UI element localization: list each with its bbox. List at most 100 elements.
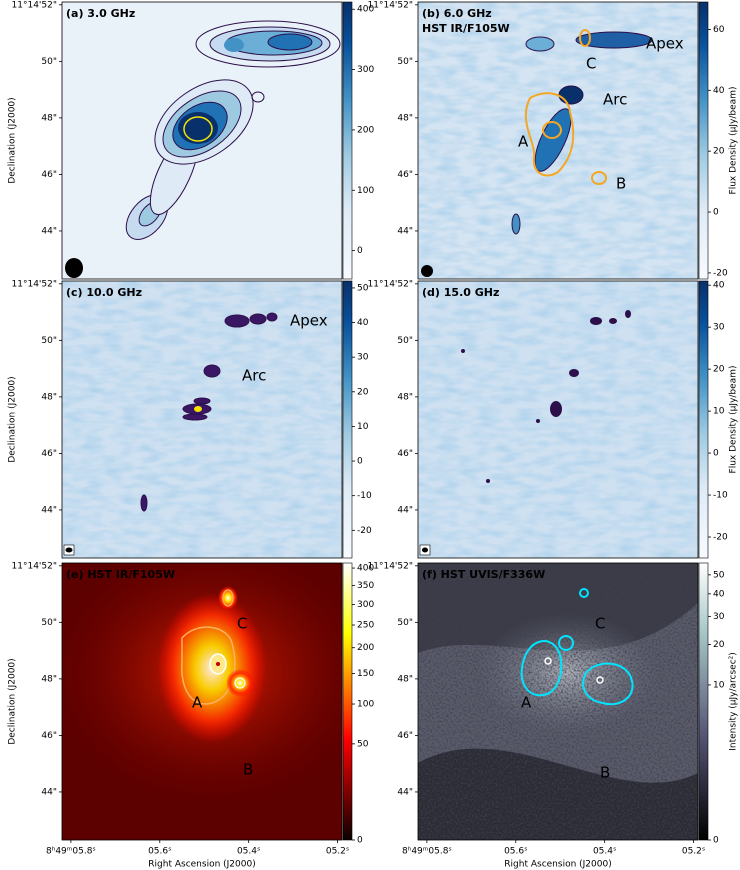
colorbar-tick-label: 10	[357, 422, 369, 432]
colorbar-tick-label: 40	[713, 86, 725, 96]
x-tick-label: 8ʰ49ᵐ05.8ˢ	[402, 847, 452, 857]
emission	[536, 419, 540, 423]
colorbar-title: Flux Density (μJy/beam)	[729, 366, 739, 474]
y-tick-label: 11°14'52"	[12, 279, 57, 289]
x-tick-label: 05.2ˢ	[326, 847, 349, 857]
y-tick-label: 50"	[397, 336, 413, 346]
contour	[183, 116, 213, 142]
overlay-label: HST IR/F105W	[422, 22, 510, 35]
colorbar-tick-label: 400	[357, 5, 374, 15]
x-tick-label: 05.6ˢ	[504, 847, 527, 857]
panel-label: (b) 6.0 GHz	[422, 7, 492, 20]
emission	[266, 312, 278, 322]
annotation: C	[237, 615, 247, 633]
x-tick-label: 05.4ˢ	[593, 847, 616, 857]
colorbar-tick-label: 200	[357, 125, 374, 135]
colorbar-tick-label: 400	[357, 564, 374, 574]
y-tick-label: 46"	[41, 731, 57, 741]
contour	[520, 640, 563, 697]
emission	[625, 310, 631, 318]
y-axis-title: Declination (J2000)	[8, 376, 18, 462]
y-tick-label: 48"	[41, 674, 57, 684]
y-tick-label: 11°14'52"	[368, 0, 413, 10]
source	[218, 586, 238, 610]
colorbar-tick-label: 150	[357, 669, 374, 679]
y-tick-label: 50"	[397, 57, 413, 67]
emission	[575, 31, 653, 49]
emission	[550, 401, 562, 417]
y-tick-label: 48"	[397, 392, 413, 402]
y-tick-label: 46"	[41, 449, 57, 459]
colorbar	[342, 1, 353, 280]
annotation: Arc	[242, 367, 266, 385]
colorbar-tick-label: 50	[357, 283, 369, 293]
y-tick-label: 44"	[397, 226, 413, 236]
annotation: Apex	[290, 312, 328, 330]
colorbar-tick-label: 40	[713, 589, 725, 599]
annotation: C	[595, 615, 605, 633]
colorbar-tick-label: 100	[357, 700, 374, 710]
y-tick-label: 48"	[397, 113, 413, 123]
colorbar-tick-label: 20	[357, 387, 369, 397]
contour	[579, 588, 589, 598]
emission	[182, 413, 208, 421]
image-panel	[418, 2, 698, 279]
y-tick-label: 50"	[41, 57, 57, 67]
contour	[194, 406, 202, 412]
colorbar-tick-label: -20	[357, 526, 372, 536]
optical-contour	[591, 171, 607, 185]
colorbar-tick-label: -10	[713, 491, 728, 501]
beam	[65, 547, 73, 553]
panel-frame	[61, 280, 343, 559]
annotation: Apex	[646, 35, 684, 53]
colorbar-tick-label: 30	[713, 612, 725, 622]
y-axis-title: Declination (J2000)	[8, 97, 18, 183]
colorbar-tick-label: -10	[357, 491, 372, 501]
y-tick-label: 11°14'52"	[368, 561, 413, 571]
colorbar-tick-label: 0	[713, 449, 719, 459]
panel-frame	[417, 562, 699, 841]
colorbar-tick-label: 0	[357, 836, 363, 846]
colorbar-tick-label: 0	[357, 246, 363, 256]
contour	[234, 677, 246, 689]
annotation: C	[586, 55, 596, 73]
emission	[140, 494, 148, 512]
emission	[461, 349, 465, 353]
x-axis-title: Right Ascension (J2000)	[504, 860, 611, 870]
y-tick-label: 44"	[397, 787, 413, 797]
emission	[224, 314, 250, 328]
panel-frame	[417, 280, 699, 559]
colorbar-title: Flux Density (μJy/beam)	[729, 87, 739, 195]
panel-label: (d) 15.0 GHz	[422, 286, 499, 299]
x-tick-label: 8ʰ49ᵐ05.8ˢ	[46, 847, 96, 857]
colorbar-tick-label: 100	[357, 186, 374, 196]
beam	[421, 265, 433, 277]
colorbar-tick-label: 0	[713, 836, 719, 846]
annotation: A	[518, 133, 529, 151]
colorbar-tick-label: 30	[713, 323, 725, 333]
noise	[418, 281, 698, 558]
emission	[203, 364, 221, 378]
colorbar-tick-label: 10	[713, 407, 725, 417]
contour	[558, 635, 574, 651]
colorbar-tick-label: 10	[713, 680, 725, 690]
colorbar-tick-label: 60	[713, 25, 725, 35]
beam	[422, 547, 428, 553]
panel-frame	[61, 562, 343, 841]
contour	[251, 91, 265, 103]
optical-contour	[579, 29, 591, 47]
emission	[590, 317, 602, 325]
y-tick-label: 48"	[397, 674, 413, 684]
peak	[216, 662, 220, 666]
emission	[569, 369, 579, 377]
image-panel	[418, 563, 698, 840]
y-tick-label: 50"	[397, 618, 413, 628]
colorbar-tick-label: 20	[713, 147, 725, 157]
y-tick-label: 11°14'52"	[12, 0, 57, 10]
optical-contour	[524, 92, 575, 177]
emission	[249, 313, 267, 325]
y-tick-label: 46"	[397, 449, 413, 459]
colorbar	[698, 562, 709, 841]
y-tick-label: 48"	[41, 113, 57, 123]
